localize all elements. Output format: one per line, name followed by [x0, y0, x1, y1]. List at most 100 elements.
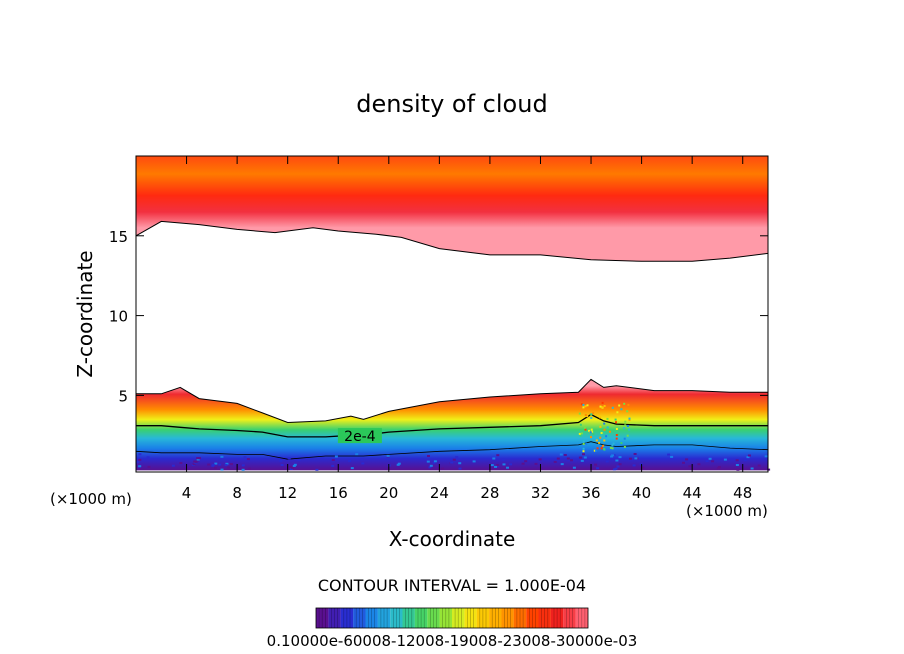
speckle — [579, 434, 582, 437]
y-tick-label: 15 — [109, 228, 128, 246]
speckle — [179, 462, 183, 465]
speckle — [697, 463, 701, 466]
speckle — [735, 464, 739, 466]
speckle — [586, 404, 589, 407]
speckle — [495, 465, 499, 468]
speckle — [608, 430, 611, 433]
speckle — [624, 424, 627, 427]
speckle — [618, 463, 622, 466]
speckle — [290, 468, 293, 470]
speckle — [246, 458, 250, 461]
contour-label-background — [337, 428, 382, 444]
x-axis-origin-unit: (×1000 m) — [50, 490, 132, 508]
x-tick-label: 12 — [278, 484, 297, 502]
speckle — [623, 445, 626, 448]
speckle — [595, 449, 598, 452]
speckle — [334, 455, 338, 458]
y-axis-label: Z-coordinate — [73, 250, 97, 377]
speckle — [581, 432, 583, 435]
speckle — [612, 468, 616, 471]
speckle — [592, 412, 595, 415]
speckle — [386, 454, 390, 457]
speckle — [628, 428, 631, 431]
x-tick-label: 40 — [632, 484, 651, 502]
speckle — [192, 463, 196, 466]
colorbar-cell — [340, 608, 354, 628]
speckle — [711, 460, 715, 463]
speckle — [611, 447, 614, 450]
speckle — [717, 466, 721, 469]
speckle — [315, 468, 319, 471]
colorbar-cell — [365, 608, 378, 628]
speckle — [606, 417, 609, 420]
speckle — [585, 442, 588, 445]
x-axis-end-unit: (×1000 m) — [686, 502, 768, 520]
speckle — [617, 433, 620, 436]
x-tick-label: 32 — [531, 484, 550, 502]
speckle — [502, 463, 506, 466]
speckle — [746, 456, 750, 459]
speckle — [626, 410, 629, 413]
speckle — [572, 466, 576, 469]
speckle — [218, 463, 222, 466]
x-axis-label: X-coordinate — [389, 527, 516, 551]
speckle — [220, 455, 224, 458]
x-tick-label: 16 — [329, 484, 348, 502]
speckle — [590, 416, 593, 419]
plot-area: 2e-4 — [135, 155, 771, 473]
speckle — [458, 462, 462, 465]
speckle — [292, 465, 296, 467]
colorbar-cell — [377, 608, 391, 628]
speckle — [331, 464, 335, 467]
speckle — [620, 442, 623, 445]
speckle — [582, 450, 585, 453]
speckle — [207, 463, 211, 466]
speckle — [685, 458, 689, 461]
speckle — [566, 457, 570, 460]
speckle — [603, 448, 606, 450]
speckle — [615, 459, 619, 462]
speckle — [590, 413, 593, 416]
colorbar-cell — [414, 608, 428, 628]
speckle — [594, 463, 598, 466]
speckle — [241, 464, 245, 467]
colorbar-cell — [328, 608, 341, 628]
speckle — [614, 467, 618, 470]
speckle — [570, 459, 573, 462]
speckle — [360, 458, 364, 461]
speckle — [220, 468, 224, 471]
speckle — [279, 459, 283, 462]
speckle — [582, 440, 585, 443]
speckle — [458, 467, 462, 470]
speckle — [611, 454, 615, 457]
speckle — [633, 453, 637, 455]
x-tick-label: 28 — [480, 484, 499, 502]
speckle — [578, 456, 582, 459]
speckle — [611, 406, 614, 409]
colorbar-cell — [501, 608, 514, 628]
speckle — [194, 460, 198, 463]
speckle — [757, 464, 761, 467]
speckle — [616, 418, 619, 421]
speckle — [584, 414, 587, 416]
speckle — [506, 466, 509, 469]
speckle — [600, 406, 603, 409]
speckle — [556, 457, 560, 460]
speckle — [426, 460, 430, 463]
speckle — [591, 430, 594, 433]
chart-title: density of cloud — [356, 90, 547, 118]
speckle — [626, 425, 629, 427]
colorbar-cell — [563, 608, 576, 628]
speckle — [138, 458, 142, 461]
speckle — [582, 447, 585, 450]
speckle — [708, 457, 712, 460]
speckle — [492, 457, 496, 460]
speckle — [623, 427, 626, 430]
speckle — [670, 455, 674, 458]
speckle — [716, 467, 720, 470]
speckle — [287, 457, 291, 460]
speckle — [600, 447, 603, 450]
speckle — [247, 467, 251, 470]
colorbar-cell — [513, 608, 527, 628]
speckle — [601, 401, 604, 404]
